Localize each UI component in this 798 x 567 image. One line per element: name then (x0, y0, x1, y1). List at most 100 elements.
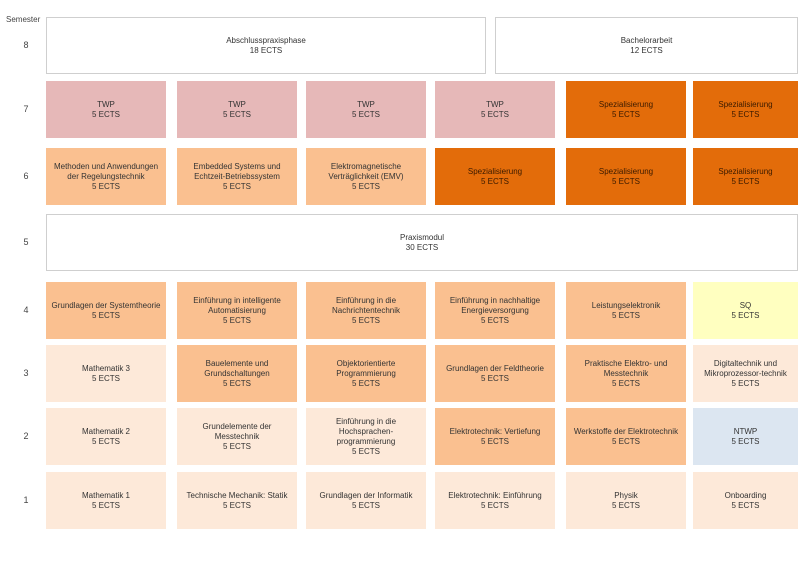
module-box: Praxismodul 30 ECTS (46, 214, 798, 271)
module-ects: 5 ECTS (731, 176, 760, 186)
module-name: TWP (228, 99, 246, 109)
module-name: Mathematik 1 (81, 490, 131, 500)
module-box: Leistungselektronik 5 ECTS (566, 282, 686, 339)
module-name: Elektrotechnik: Vertiefung (449, 426, 541, 436)
module-ects: 12 ECTS (630, 45, 663, 55)
module-ects: 5 ECTS (351, 109, 380, 119)
module-box: Einführung in die Hochsprachen-programmi… (306, 408, 426, 465)
module-box: Einführung in nachhaltige Energieversorg… (435, 282, 555, 339)
module-name: TWP (97, 99, 115, 109)
semester-number: 2 (23, 430, 29, 441)
module-box: Spezialisierung 5 ECTS (566, 81, 686, 138)
module-name: Spezialisierung (718, 166, 773, 176)
module-box: Physik 5 ECTS (566, 472, 686, 529)
module-box: Spezialisierung 5 ECTS (566, 148, 686, 205)
semester-number: 4 (23, 304, 29, 315)
module-name: Einführung in intelligente Automatisieru… (193, 295, 281, 315)
module-ects: 5 ECTS (611, 436, 640, 446)
module-box: Einführung in intelligente Automatisieru… (177, 282, 297, 339)
module-name: Onboarding (724, 490, 767, 500)
module-name: Spezialisierung (467, 166, 523, 176)
module-box: Bachelorarbeit 12 ECTS (495, 17, 798, 74)
module-ects: 5 ECTS (222, 181, 251, 191)
module-box: Elektromagnetische Verträglichkeit (EMV)… (306, 148, 426, 205)
module-name: Spezialisierung (598, 99, 654, 109)
module-ects: 5 ECTS (611, 500, 640, 510)
module-ects: 5 ECTS (611, 378, 640, 388)
module-ects: 5 ECTS (480, 436, 509, 446)
module-box: Objektorientierte Programmierung 5 ECTS (306, 345, 426, 402)
module-box: Werkstoffe der Elektrotechnik 5 ECTS (566, 408, 686, 465)
module-box: Grundlagen der Systemtheorie 5 ECTS (46, 282, 166, 339)
module-ects: 18 ECTS (249, 45, 283, 55)
module-name: SQ (739, 300, 752, 310)
module-ects: 5 ECTS (611, 310, 640, 320)
module-ects: 5 ECTS (91, 109, 120, 119)
module-box: Elektrotechnik: Vertiefung 5 ECTS (435, 408, 555, 465)
module-name: Methoden und Anwendungen der Regelungste… (53, 161, 159, 181)
module-ects: 5 ECTS (731, 310, 760, 320)
module-name: Grundlagen der Systemtheorie (51, 300, 161, 310)
semester-number: 6 (23, 170, 29, 181)
module-ects: 5 ECTS (351, 181, 380, 191)
module-ects: 5 ECTS (222, 378, 251, 388)
module-ects: 5 ECTS (222, 315, 251, 325)
module-box: Embedded Systems und Echtzeit-Betriebssy… (177, 148, 297, 205)
module-name: Elektromagnetische Verträglichkeit (EMV) (328, 161, 404, 181)
module-name: Grundlagen der Feldtheorie (446, 363, 544, 373)
semester-number: 8 (23, 39, 29, 50)
semester-header: Semester (6, 15, 41, 24)
module-name: TWP (486, 99, 504, 109)
module-name: Werkstoffe der Elektrotechnik (573, 426, 679, 436)
module-name: Spezialisierung (598, 166, 654, 176)
module-box: SQ 5 ECTS (693, 282, 798, 339)
module-ects: 5 ECTS (222, 500, 251, 510)
module-ects: 5 ECTS (480, 109, 509, 119)
module-box: Onboarding 5 ECTS (693, 472, 798, 529)
module-name: Leistungselektronik (591, 300, 661, 310)
module-name: Digitaltechnik und Mikroprozessor-techni… (704, 358, 787, 378)
module-name: Spezialisierung (718, 99, 773, 109)
module-ects: 5 ECTS (731, 500, 760, 510)
module-box: Elektrotechnik: Einführung 5 ECTS (435, 472, 555, 529)
module-name: Bauelemente und Grundschaltungen (204, 358, 270, 378)
module-ects: 5 ECTS (222, 441, 251, 451)
module-ects: 5 ECTS (611, 109, 640, 119)
module-box: TWP 5 ECTS (177, 81, 297, 138)
module-box: Grundelemente der Messtechnik 5 ECTS (177, 408, 297, 465)
module-box: Technische Mechanik: Statik 5 ECTS (177, 472, 297, 529)
module-ects: 5 ECTS (91, 500, 120, 510)
module-name: Technische Mechanik: Statik (186, 490, 288, 500)
module-box: Grundlagen der Feldtheorie 5 ECTS (435, 345, 555, 402)
module-ects: 5 ECTS (91, 436, 120, 446)
module-ects: 5 ECTS (351, 378, 380, 388)
semester-number: 7 (23, 103, 29, 114)
module-box: Einführung in die Nachrichtentechnik 5 EC… (306, 282, 426, 339)
module-box: TWP 5 ECTS (306, 81, 426, 138)
module-name: Mathematik 3 (81, 363, 131, 373)
module-ects: 5 ECTS (351, 446, 380, 456)
module-name: Grundlagen der Informatik (319, 490, 413, 500)
module-name: Objektorientierte Programmierung (336, 358, 396, 378)
module-box: Bauelemente und Grundschaltungen 5 ECTS (177, 345, 297, 402)
module-name: Praktische Elektro- und Messtechnik (584, 358, 668, 378)
module-ects: 5 ECTS (91, 181, 120, 191)
module-name: Elektrotechnik: Einführung (448, 490, 542, 500)
module-box: Spezialisierung 5 ECTS (693, 81, 798, 138)
module-name: Grundelemente der Messtechnik (202, 421, 272, 441)
module-name: Abschlusspraxisphase (226, 35, 306, 45)
module-box: Praktische Elektro- und Messtechnik 5 ECT… (566, 345, 686, 402)
module-name: Embedded Systems und Echtzeit-Betriebssy… (193, 161, 281, 181)
module-box: Digitaltechnik und Mikroprozessor-techni… (693, 345, 798, 402)
module-ects: 5 ECTS (480, 373, 509, 383)
module-ects: 5 ECTS (222, 109, 251, 119)
module-name: Bachelorarbeit (620, 35, 673, 45)
module-box: Methoden und Anwendungen der Regelungste… (46, 148, 166, 205)
module-ects: 5 ECTS (731, 378, 760, 388)
module-name: NTWP (733, 426, 758, 436)
module-box: Grundlagen der Informatik 5 ECTS (306, 472, 426, 529)
module-name: Einführung in die Nachrichtentechnik (331, 295, 401, 315)
module-ects: 5 ECTS (480, 500, 509, 510)
